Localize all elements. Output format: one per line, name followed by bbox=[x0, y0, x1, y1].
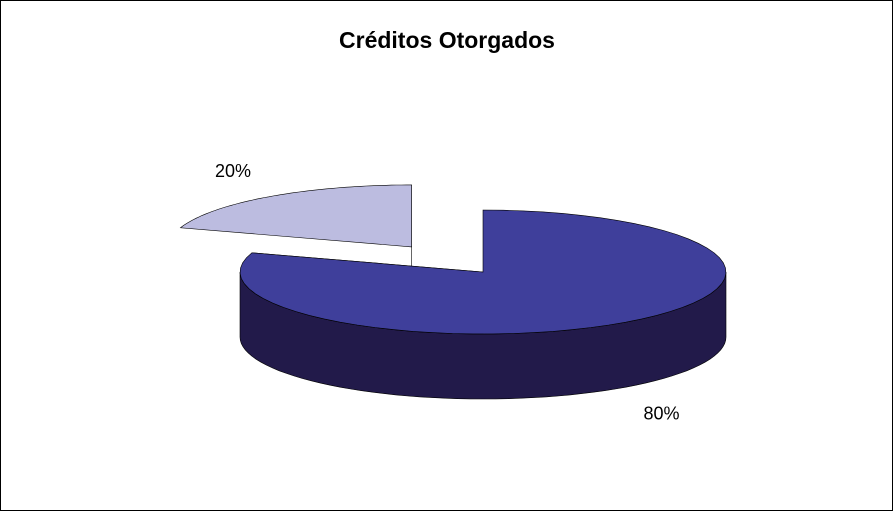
slice bbox=[179, 184, 412, 248]
data-label: 80% bbox=[644, 403, 680, 423]
chart-title: Créditos Otorgados bbox=[339, 27, 555, 53]
slice bbox=[239, 209, 727, 335]
data-label: 20% bbox=[215, 161, 251, 181]
